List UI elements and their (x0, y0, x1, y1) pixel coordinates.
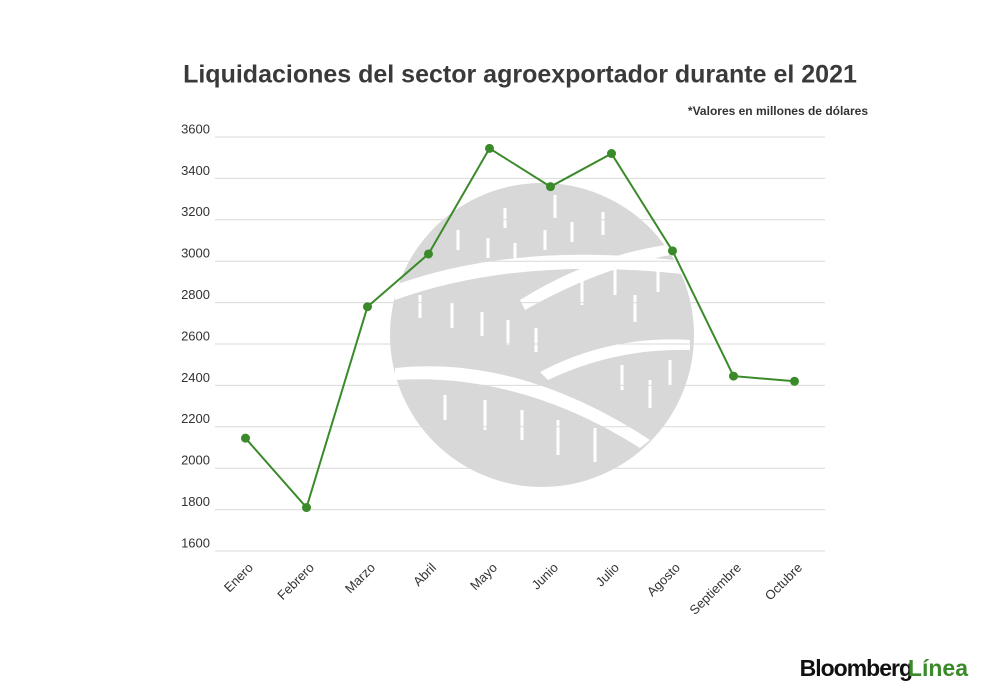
x-tick-label: Octubre (762, 560, 805, 603)
x-tick-label: Julio (593, 560, 623, 590)
background-illustration (390, 183, 694, 487)
chart-subtitle: *Valores en millones de dólares (688, 104, 868, 118)
y-tick-label: 1800 (181, 494, 210, 509)
x-tick-label: Enero (221, 560, 256, 595)
brand-name: Bloomberg (800, 655, 912, 681)
y-tick-label: 3000 (181, 246, 210, 261)
y-tick-label: 2800 (181, 287, 210, 302)
brand-suffix: Línea (908, 655, 968, 681)
data-point (546, 182, 555, 192)
data-point (729, 371, 738, 381)
x-tick-label: Junio (528, 560, 561, 593)
y-tick-label: 2000 (181, 453, 210, 468)
y-tick-label: 3600 (181, 121, 210, 136)
data-point (790, 376, 799, 386)
x-tick-label: Mayo (467, 560, 500, 593)
y-tick-label: 2400 (181, 370, 210, 385)
x-tick-label: Marzo (342, 560, 378, 596)
y-tick-label: 2600 (181, 328, 210, 343)
x-tick-label: Abril (410, 560, 439, 589)
data-point (607, 149, 616, 159)
data-point (485, 143, 494, 153)
data-point (668, 246, 677, 256)
x-tick-label: Agosto (644, 560, 683, 599)
chart-title: Liquidaciones del sector agroexportador … (183, 61, 857, 89)
y-tick-label: 3400 (181, 163, 210, 178)
data-point (363, 302, 372, 312)
y-tick-label: 3200 (181, 204, 210, 219)
data-point (424, 249, 433, 259)
x-tick-label: Febrero (274, 560, 317, 603)
data-point (302, 503, 311, 513)
data-point (241, 433, 250, 443)
y-tick-label: 2200 (181, 411, 210, 426)
x-tick-label: Septiembre (686, 560, 744, 618)
y-tick-label: 1600 (181, 535, 210, 550)
line-series (244, 146, 795, 510)
